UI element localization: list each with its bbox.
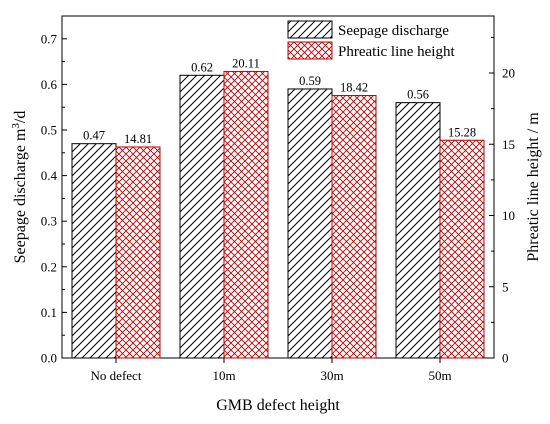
bar-seepage-discharge-4 — [395, 102, 441, 359]
data-label-phreatic-line-height-3: 18.42 — [340, 81, 368, 95]
left-y-tick-label: 0.4 — [41, 168, 58, 183]
left-y-axis-title-main: Seepage discharge m — [12, 128, 29, 263]
axes: No defect 10m 30m 50m 0.0 0.1 0.2 0.3 0.4 0.5 0.6 0… — [41, 31, 515, 383]
data-label-phreatic-line-height-4: 15.28 — [448, 125, 476, 139]
left-y-axis-title: Seepage discharge m3/d — [10, 111, 29, 264]
x-tick-label: 10m — [212, 368, 235, 383]
data-label-phreatic-line-height-1: 14.81 — [124, 132, 152, 146]
plot-area — [61, 15, 495, 359]
bar-seepage-discharge-1 — [71, 143, 117, 359]
data-label-phreatic-line-height-2: 20.11 — [232, 56, 260, 70]
left-y-axis-title-tail: /d — [12, 111, 29, 123]
right-y-tick-label: 15 — [502, 137, 515, 152]
left-y-tick-label: 0.2 — [41, 259, 57, 274]
legend-label-seepage-discharge: Seepage discharge — [338, 23, 449, 39]
right-y-tick-label: 5 — [502, 279, 509, 294]
right-y-tick-label: 10 — [502, 208, 515, 223]
bar-phreatic-line-height-2 — [223, 70, 269, 359]
data-label-seepage-discharge-1: 0.47 — [83, 129, 105, 143]
left-y-axis-title-sup: 3 — [10, 123, 22, 129]
left-y-tick-label: 0.1 — [41, 305, 57, 320]
legend-label-phreatic-line-height: Phreatic line height — [338, 44, 455, 60]
x-tick-label: No defect — [91, 368, 142, 383]
data-label-seepage-discharge-2: 0.62 — [191, 60, 213, 74]
bar-phreatic-line-height-3 — [331, 95, 377, 359]
left-y-tick-label: 0.6 — [41, 77, 58, 92]
left-y-tick-label: 0.5 — [41, 123, 57, 138]
right-y-axis-title: Phreatic line height / m — [525, 112, 542, 262]
left-y-tick-label: 0.0 — [41, 351, 57, 366]
right-y-tick-label: 0 — [502, 351, 509, 366]
left-y-tick-label: 0.3 — [41, 214, 57, 229]
plot-frame — [61, 15, 495, 359]
x-axis-title: GMB defect height — [216, 397, 340, 414]
legend-swatch-seepage-discharge — [287, 20, 333, 39]
bar-phreatic-line-height-1 — [115, 146, 161, 359]
data-label-seepage-discharge-3: 0.59 — [299, 74, 321, 88]
x-tick-label: 50m — [428, 368, 451, 383]
bar-seepage-discharge-3 — [287, 88, 333, 359]
bars — [71, 70, 485, 359]
x-tick-label: 30m — [320, 368, 343, 383]
legend-swatch-phreatic-line-height — [287, 41, 333, 60]
data-labels: 0.47 14.81 0.62 20.11 0.59 18.42 0.56 15.28 — [83, 56, 476, 146]
bar-phreatic-line-height-4 — [439, 139, 485, 359]
legend: Seepage discharge Phreatic line height — [287, 20, 455, 60]
data-label-seepage-discharge-4: 0.56 — [407, 88, 429, 102]
left-y-tick-label: 0.7 — [41, 31, 58, 46]
right-y-tick-label: 20 — [502, 66, 515, 81]
bar-seepage-discharge-2 — [179, 74, 225, 359]
